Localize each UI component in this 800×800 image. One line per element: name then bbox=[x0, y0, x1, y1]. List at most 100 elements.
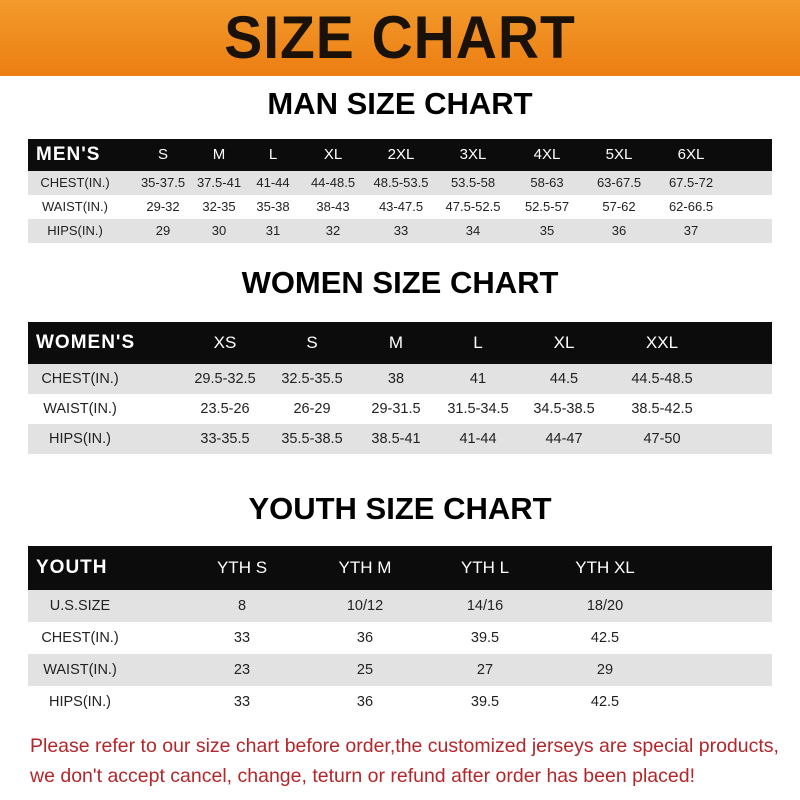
table-cell: 33-35.5 bbox=[200, 431, 250, 447]
table-cell: 30 bbox=[211, 223, 227, 238]
row-label: CHEST(IN.) bbox=[41, 371, 119, 387]
table-cell: 42.5 bbox=[590, 694, 620, 710]
table-cell: 32 bbox=[325, 223, 341, 238]
row-label: WAIST(IN.) bbox=[42, 199, 108, 214]
table-row: HIPS(IN.) 29 30 31 32 33 34 35 36 37 bbox=[28, 219, 772, 243]
header-label: YOUTH bbox=[36, 557, 108, 578]
row-label: WAIST(IN.) bbox=[43, 401, 117, 417]
table-cell: 25 bbox=[356, 662, 374, 678]
table-cell: 32.5-35.5 bbox=[281, 371, 343, 387]
table-cell: 39.5 bbox=[470, 630, 500, 646]
row-label: U.S.SIZE bbox=[49, 598, 111, 614]
table-cell: 44-47 bbox=[545, 431, 583, 447]
table-cell: 23 bbox=[233, 662, 251, 678]
header-label: MEN'S bbox=[36, 144, 101, 165]
table-cell: 38 bbox=[387, 371, 405, 387]
size-header: 6XL bbox=[677, 146, 705, 163]
row-label: CHEST(IN.) bbox=[40, 175, 110, 190]
row-label: HIPS(IN.) bbox=[48, 431, 112, 447]
table-cell: 39.5 bbox=[470, 694, 500, 710]
size-header: YTH XL bbox=[575, 558, 635, 577]
header-label: WOMEN'S bbox=[36, 332, 136, 353]
table-cell: 32-35 bbox=[202, 199, 236, 214]
table-cell: 34 bbox=[465, 223, 481, 238]
table-cell: 57-62 bbox=[602, 199, 636, 214]
size-header: 4XL bbox=[533, 146, 561, 163]
banner-title: SIZE CHART bbox=[224, 4, 576, 71]
table-cell: 47-50 bbox=[643, 431, 681, 447]
table-cell: 44.5-48.5 bbox=[631, 371, 693, 387]
table-cell: 8 bbox=[237, 598, 247, 614]
table-cell: 53.5-58 bbox=[450, 175, 496, 190]
size-header: YTH M bbox=[338, 558, 392, 577]
size-header: M bbox=[212, 146, 226, 163]
women-section-title: WOMEN SIZE CHART bbox=[241, 265, 559, 300]
table-cell: 14/16 bbox=[466, 598, 504, 614]
table-cell: 63-67.5 bbox=[596, 175, 642, 190]
table-cell: 36 bbox=[611, 223, 627, 238]
size-header: M bbox=[388, 333, 404, 352]
table-cell: 29-32 bbox=[146, 199, 180, 214]
men-section-title: MAN SIZE CHART bbox=[267, 86, 533, 121]
table-cell: 62-66.5 bbox=[668, 199, 714, 214]
size-header: L bbox=[473, 333, 483, 352]
row-label: HIPS(IN.) bbox=[48, 694, 112, 710]
size-header: YTH L bbox=[460, 558, 510, 577]
table-cell: 18/20 bbox=[586, 598, 624, 614]
table-cell: 23.5-26 bbox=[200, 401, 250, 417]
table-cell: 35.5-38.5 bbox=[281, 431, 343, 447]
table-cell: 31.5-34.5 bbox=[447, 401, 509, 417]
table-cell: 35 bbox=[539, 223, 555, 238]
size-header: 5XL bbox=[605, 146, 633, 163]
table-cell: 42.5 bbox=[590, 630, 620, 646]
size-header: XXL bbox=[645, 333, 679, 352]
table-row: HIPS(IN.) 33-35.5 35.5-38.5 38.5-41 41-44 44-… bbox=[28, 424, 772, 454]
table-cell: 34.5-38.5 bbox=[533, 401, 595, 417]
table-cell: 47.5-52.5 bbox=[445, 199, 501, 214]
table-cell: 29-31.5 bbox=[371, 401, 421, 417]
row-label: HIPS(IN.) bbox=[47, 223, 103, 238]
table-row: WAIST(IN.) 29-32 32-35 35-38 38-43 43-47.5 47.… bbox=[28, 195, 772, 219]
table-cell: 48.5-53.5 bbox=[373, 175, 429, 190]
table-cell: 29 bbox=[596, 662, 614, 678]
table-cell: 44-48.5 bbox=[310, 175, 356, 190]
table-cell: 37 bbox=[683, 223, 699, 238]
row-label: CHEST(IN.) bbox=[41, 630, 119, 646]
table-cell: 33 bbox=[233, 694, 251, 710]
table-cell: 43-47.5 bbox=[378, 199, 424, 214]
table-cell: 10/12 bbox=[346, 598, 384, 614]
size-header: YTH S bbox=[216, 558, 268, 577]
size-header: 3XL bbox=[459, 146, 487, 163]
table-row: CHEST(IN.) 29.5-32.5 32.5-35.5 38 41 44.5 44.5… bbox=[28, 364, 772, 394]
table-cell: 52.5-57 bbox=[524, 199, 570, 214]
table-cell: 44.5 bbox=[549, 371, 579, 387]
size-header: L bbox=[268, 146, 278, 163]
table-cell: 29 bbox=[155, 223, 171, 238]
youth-table-header: YOUTH YTH S YTH M YTH L YTH XL bbox=[28, 546, 772, 590]
women-table-header: WOMEN'S XS S M L XL XXL bbox=[28, 322, 772, 364]
size-header: S bbox=[306, 333, 318, 352]
table-row: WAIST(IN.) 23 25 27 29 bbox=[28, 654, 772, 686]
table-cell: 33 bbox=[233, 630, 251, 646]
table-cell: 36 bbox=[356, 694, 374, 710]
table-cell: 27 bbox=[476, 662, 494, 678]
size-header: XL bbox=[553, 333, 575, 352]
table-row: CHEST(IN.) 35-37.5 37.5-41 41-44 44-48.5 48.5… bbox=[28, 171, 772, 195]
table-cell: 38-43 bbox=[316, 199, 350, 214]
size-header: 2XL bbox=[387, 146, 415, 163]
table-cell: 38.5-41 bbox=[371, 431, 421, 447]
table-cell: 35-37.5 bbox=[140, 175, 186, 190]
table-cell: 29.5-32.5 bbox=[194, 371, 256, 387]
table-cell: 41-44 bbox=[256, 175, 290, 190]
table-cell: 35-38 bbox=[256, 199, 290, 214]
youth-section-title: YOUTH SIZE CHART bbox=[248, 491, 552, 526]
men-table-header: MEN'S S M L XL 2XL 3XL 4XL 5XL 6XL bbox=[28, 139, 772, 171]
table-cell: 37.5-41 bbox=[196, 175, 242, 190]
size-header: XS bbox=[213, 333, 237, 352]
table-cell: 67.5-72 bbox=[668, 175, 714, 190]
table-cell: 31 bbox=[265, 223, 281, 238]
table-cell: 33 bbox=[393, 223, 409, 238]
table-row: CHEST(IN.) 33 36 39.5 42.5 bbox=[28, 622, 772, 654]
table-cell: 58-63 bbox=[530, 175, 564, 190]
banner: SIZE CHART bbox=[0, 0, 800, 76]
